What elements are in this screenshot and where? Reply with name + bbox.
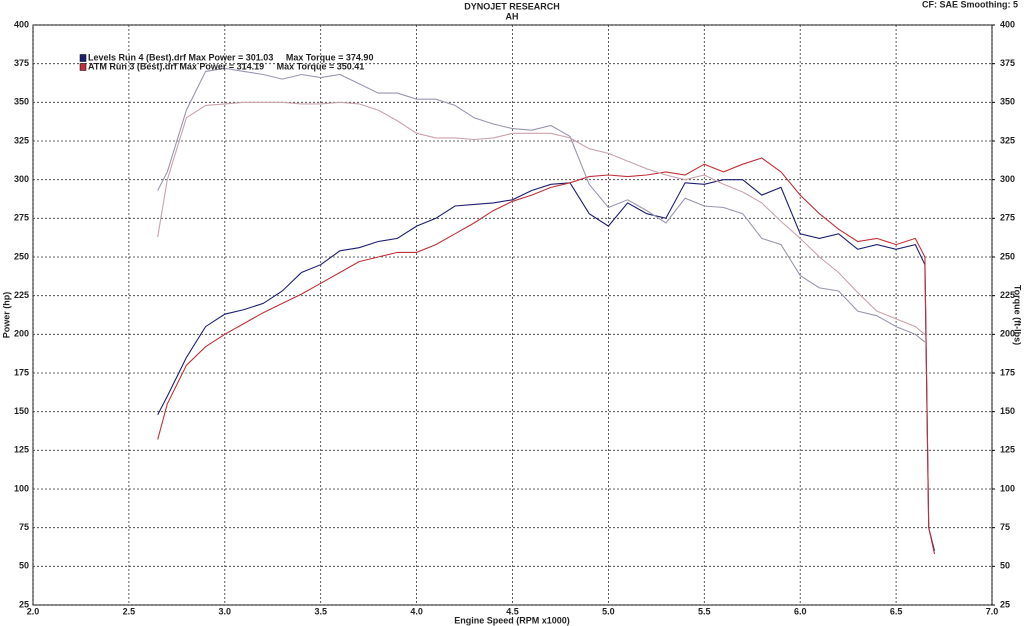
- y-tick-label: 175: [14, 367, 29, 377]
- y-tick-label: 250: [14, 251, 29, 261]
- y2-tick-label: 175: [1000, 367, 1015, 377]
- y-tick-label: 225: [14, 290, 29, 300]
- y2-tick-label: 200: [1000, 329, 1015, 339]
- x-tick-label: 4.5: [506, 606, 519, 616]
- y-tick-label: 400: [14, 19, 29, 29]
- legend-label: ATM Run 3 (Best).drf Max Power = 314.19 …: [88, 61, 364, 71]
- annotation: CF: SAE Smoothing: 5: [922, 0, 1018, 9]
- y2-tick-label: 300: [1000, 174, 1015, 184]
- line-series: [157, 157, 936, 555]
- y2-tick-label: 400: [1000, 19, 1015, 29]
- x-tick-label: 5.0: [602, 606, 615, 616]
- y2-tick-label: 50: [1000, 561, 1010, 571]
- line-series: [157, 67, 926, 343]
- y2-tick-label: 25: [1000, 599, 1010, 609]
- x-tick-label: 3.0: [219, 606, 232, 616]
- x-axis-label: Engine Speed (RPM x1000): [454, 615, 570, 625]
- legend-swatch: [79, 63, 87, 71]
- y2-tick-label: 250: [1000, 251, 1015, 261]
- y-tick-label: 150: [14, 406, 29, 416]
- y2-tick-label: 325: [1000, 135, 1015, 145]
- y-tick-label: 300: [14, 174, 29, 184]
- x-tick-label: 5.5: [698, 606, 711, 616]
- x-tick-label: 6.5: [890, 606, 903, 616]
- x-tick-label: 4.0: [410, 606, 423, 616]
- y2-tick-label: 125: [1000, 445, 1015, 455]
- y-axis-label: Power (hp): [1, 292, 11, 339]
- y2-tick-label: 275: [1000, 213, 1015, 223]
- x-tick-label: 6.0: [794, 606, 807, 616]
- chart-title: DYNOJET RESEARCH: [464, 1, 560, 11]
- y2-tick-label: 75: [1000, 522, 1010, 532]
- y-tick-label: 325: [14, 135, 29, 145]
- x-tick-label: 3.5: [314, 606, 327, 616]
- y2-tick-label: 350: [1000, 97, 1015, 107]
- y-tick-label: 125: [14, 445, 29, 455]
- line-series: [157, 101, 926, 335]
- y2-tick-label: 375: [1000, 58, 1015, 68]
- y-tick-label: 50: [19, 561, 29, 571]
- y2-tick-label: 225: [1000, 290, 1015, 300]
- y-tick-label: 75: [19, 522, 29, 532]
- chart-subtitle: AH: [506, 11, 519, 21]
- x-tick-label: 7.0: [986, 606, 999, 616]
- y-tick-label: 100: [14, 483, 29, 493]
- legend-label: Levels Run 4 (Best).drf Max Power = 301.…: [88, 52, 373, 62]
- y-tick-label: 375: [14, 58, 29, 68]
- x-tick-label: 2.0: [27, 606, 40, 616]
- legend-swatch: [79, 54, 87, 62]
- y-tick-label: 350: [14, 97, 29, 107]
- y-tick-label: 275: [14, 213, 29, 223]
- y-tick-label: 25: [19, 599, 29, 609]
- y2-tick-label: 150: [1000, 406, 1015, 416]
- y-tick-label: 200: [14, 329, 29, 339]
- x-tick-label: 2.5: [123, 606, 136, 616]
- y2-axis-label: Torque (ft-lbs): [1013, 285, 1023, 345]
- line-series: [157, 179, 936, 552]
- y2-tick-label: 100: [1000, 483, 1015, 493]
